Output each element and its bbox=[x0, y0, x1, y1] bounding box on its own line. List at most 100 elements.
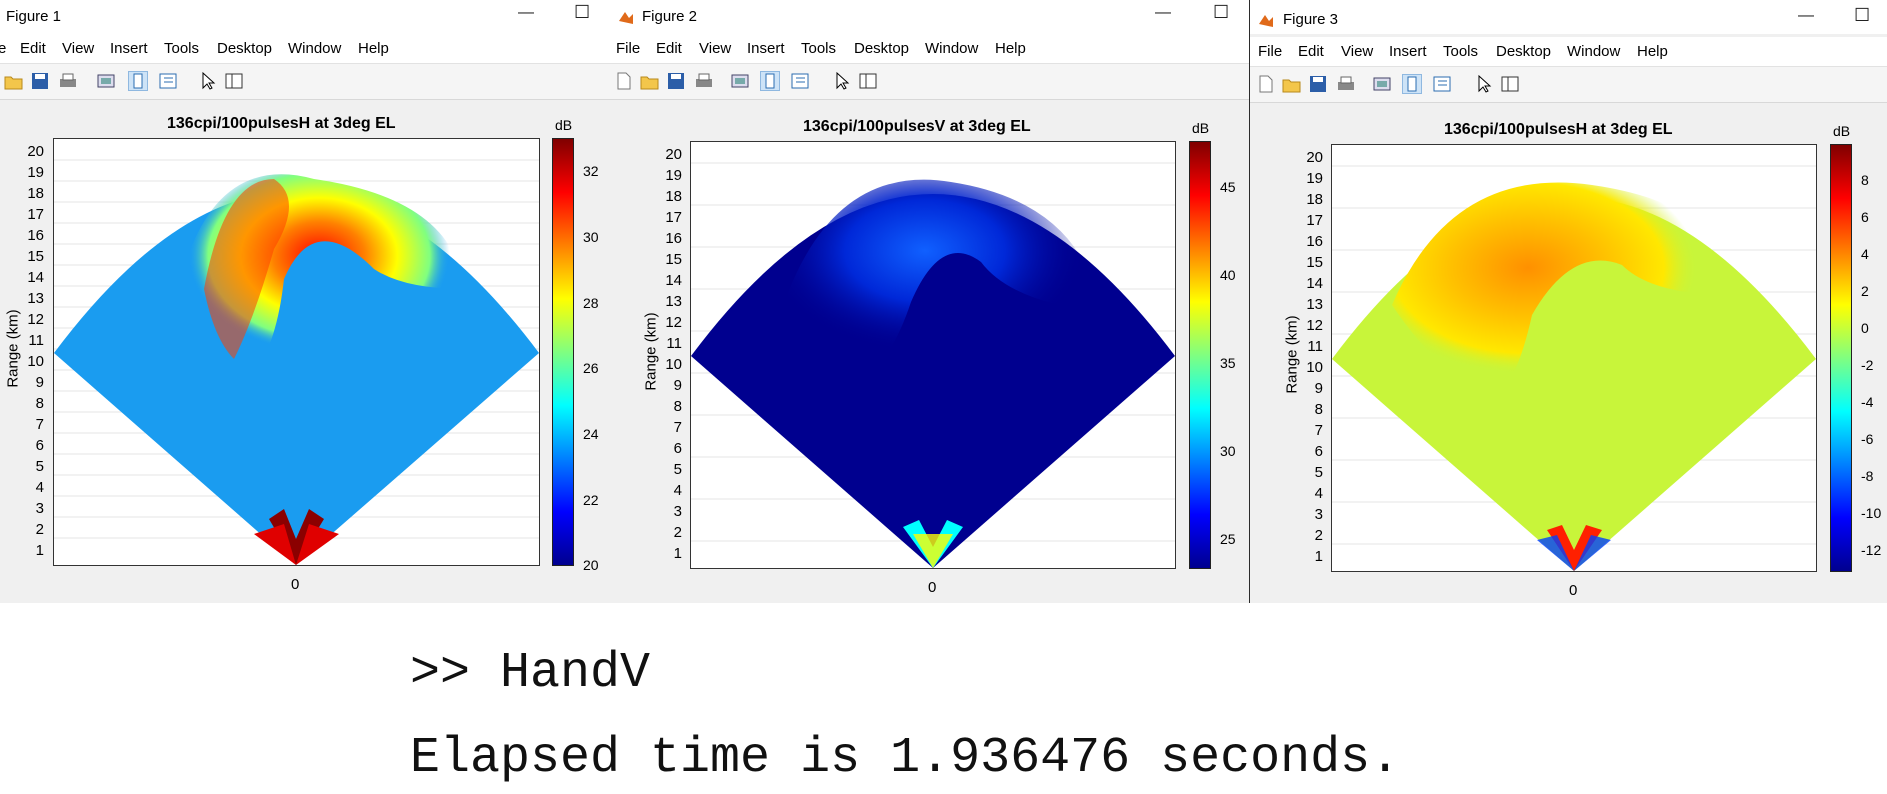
maximize-icon[interactable]: ☐ bbox=[1854, 5, 1871, 25]
y-tick: 5 bbox=[35, 458, 44, 475]
open-folder-icon[interactable] bbox=[1282, 74, 1302, 94]
print-icon[interactable] bbox=[694, 71, 714, 91]
y-tick: 17 bbox=[27, 206, 44, 223]
dock-figure-icon[interactable] bbox=[1402, 74, 1422, 94]
menu-insert[interactable]: Insert bbox=[110, 40, 148, 57]
plot-area[interactable] bbox=[53, 138, 540, 566]
window-title: Figure 2 bbox=[642, 8, 698, 25]
property-editor-icon[interactable] bbox=[1432, 74, 1452, 94]
y-tick: 6 bbox=[35, 437, 44, 454]
figure-window-1: Figure 1 — ☐ e Edit View Insert Tools De… bbox=[0, 0, 610, 603]
colorbar[interactable] bbox=[1830, 144, 1852, 572]
y-tick: 1 bbox=[1314, 548, 1323, 565]
menu-view[interactable]: View bbox=[699, 40, 732, 57]
near-clutter-2 bbox=[254, 524, 339, 565]
link-plot-icon[interactable] bbox=[730, 71, 750, 91]
figure-window-2: Figure 2 — ☐ File Edit View Insert Tools… bbox=[610, 0, 1249, 603]
new-file-icon[interactable] bbox=[1256, 74, 1276, 94]
maximize-icon[interactable]: ☐ bbox=[574, 2, 591, 22]
y-tick: 19 bbox=[1306, 170, 1323, 187]
menu-window[interactable]: Window bbox=[925, 40, 979, 57]
y-tick: 11 bbox=[28, 332, 44, 349]
minimize-icon[interactable]: — bbox=[1155, 4, 1171, 21]
menu-file[interactable]: File bbox=[616, 40, 641, 57]
menu-window[interactable]: Window bbox=[1567, 43, 1621, 60]
minimize-icon[interactable]: — bbox=[518, 4, 534, 21]
menu-edit[interactable]: Edit bbox=[20, 40, 46, 57]
y-tick: 12 bbox=[665, 314, 682, 331]
plot-area[interactable] bbox=[1331, 144, 1817, 572]
y-tick: 4 bbox=[35, 479, 44, 496]
sector-plot bbox=[691, 162, 1175, 568]
new-file-icon[interactable] bbox=[614, 71, 634, 91]
y-tick: 5 bbox=[673, 461, 682, 478]
y-tick: 12 bbox=[1306, 317, 1323, 334]
save-icon[interactable] bbox=[1308, 74, 1328, 94]
menu-tools[interactable]: Tools bbox=[1443, 43, 1479, 60]
menu-view[interactable]: View bbox=[1341, 43, 1374, 60]
plot-browser-icon[interactable] bbox=[858, 71, 878, 91]
link-plot-icon[interactable] bbox=[1372, 74, 1392, 94]
print-icon[interactable] bbox=[1336, 74, 1356, 94]
open-folder-icon[interactable] bbox=[640, 71, 660, 91]
y-tick: 6 bbox=[1314, 443, 1323, 460]
menu-help[interactable]: Help bbox=[1637, 43, 1668, 60]
menu-edit[interactable]: Edit bbox=[656, 40, 682, 57]
colorbar-tick: 24 bbox=[583, 426, 599, 442]
minimize-icon[interactable]: — bbox=[1798, 7, 1814, 24]
title-bar: Figure 2 — ☐ bbox=[610, 0, 1249, 34]
menu-desktop[interactable]: Desktop bbox=[217, 40, 273, 57]
y-tick: 4 bbox=[673, 482, 682, 499]
y-tick: 12 bbox=[27, 311, 44, 328]
menu-tools[interactable]: Tools bbox=[801, 40, 837, 57]
colorbar[interactable] bbox=[552, 138, 574, 566]
colorbar-tick: 32 bbox=[583, 163, 599, 179]
colorbar-tick: 40 bbox=[1220, 267, 1236, 283]
dock-figure-icon[interactable] bbox=[760, 71, 780, 91]
matlab-logo-icon bbox=[619, 12, 633, 24]
menu-tools[interactable]: Tools bbox=[164, 40, 200, 57]
save-icon[interactable] bbox=[30, 71, 50, 91]
sector-plot bbox=[54, 159, 539, 565]
print-icon[interactable] bbox=[58, 71, 78, 91]
property-editor-icon[interactable] bbox=[158, 71, 178, 91]
colorbar-tick: 25 bbox=[1220, 531, 1236, 547]
menu-file[interactable]: e bbox=[0, 40, 7, 57]
open-folder-icon[interactable] bbox=[4, 71, 24, 91]
console-output: Elapsed time is 1.936476 seconds. bbox=[410, 730, 1401, 787]
menu-desktop[interactable]: Desktop bbox=[1496, 43, 1552, 60]
menu-insert[interactable]: Insert bbox=[747, 40, 785, 57]
pointer-icon[interactable] bbox=[832, 71, 852, 91]
colorbar-tick: 45 bbox=[1220, 179, 1236, 195]
menu-insert[interactable]: Insert bbox=[1389, 43, 1427, 60]
menu-edit[interactable]: Edit bbox=[1298, 43, 1324, 60]
menu-help[interactable]: Help bbox=[358, 40, 389, 57]
menu-view[interactable]: View bbox=[62, 40, 95, 57]
pointer-icon[interactable] bbox=[1474, 74, 1494, 94]
menu-window[interactable]: Window bbox=[288, 40, 342, 57]
plot-browser-icon[interactable] bbox=[224, 71, 244, 91]
plot-browser-icon[interactable] bbox=[1500, 74, 1520, 94]
dock-figure-icon[interactable] bbox=[128, 71, 148, 91]
plot-area[interactable] bbox=[690, 141, 1176, 569]
pointer-icon[interactable] bbox=[198, 71, 218, 91]
y-tick: 8 bbox=[673, 398, 682, 415]
y-tick: 7 bbox=[35, 416, 44, 433]
y-tick: 18 bbox=[665, 188, 682, 205]
y-tick: 19 bbox=[665, 167, 682, 184]
colorbar-tick: -12 bbox=[1861, 542, 1882, 558]
save-icon[interactable] bbox=[666, 71, 686, 91]
near-clutter bbox=[903, 520, 963, 568]
command-window[interactable]: >> HandV Elapsed time is 1.936476 second… bbox=[395, 603, 1625, 794]
y-tick: 8 bbox=[1314, 401, 1323, 418]
menu-help[interactable]: Help bbox=[995, 40, 1026, 57]
maximize-icon[interactable]: ☐ bbox=[1213, 2, 1230, 22]
y-tick: 7 bbox=[673, 419, 682, 436]
colorbar-tick: 8 bbox=[1861, 172, 1869, 188]
link-plot-icon[interactable] bbox=[96, 71, 116, 91]
menu-desktop[interactable]: Desktop bbox=[854, 40, 910, 57]
colorbar-tick: 20 bbox=[583, 557, 599, 573]
property-editor-icon[interactable] bbox=[790, 71, 810, 91]
colorbar[interactable] bbox=[1189, 141, 1211, 569]
menu-file[interactable]: File bbox=[1258, 43, 1283, 60]
